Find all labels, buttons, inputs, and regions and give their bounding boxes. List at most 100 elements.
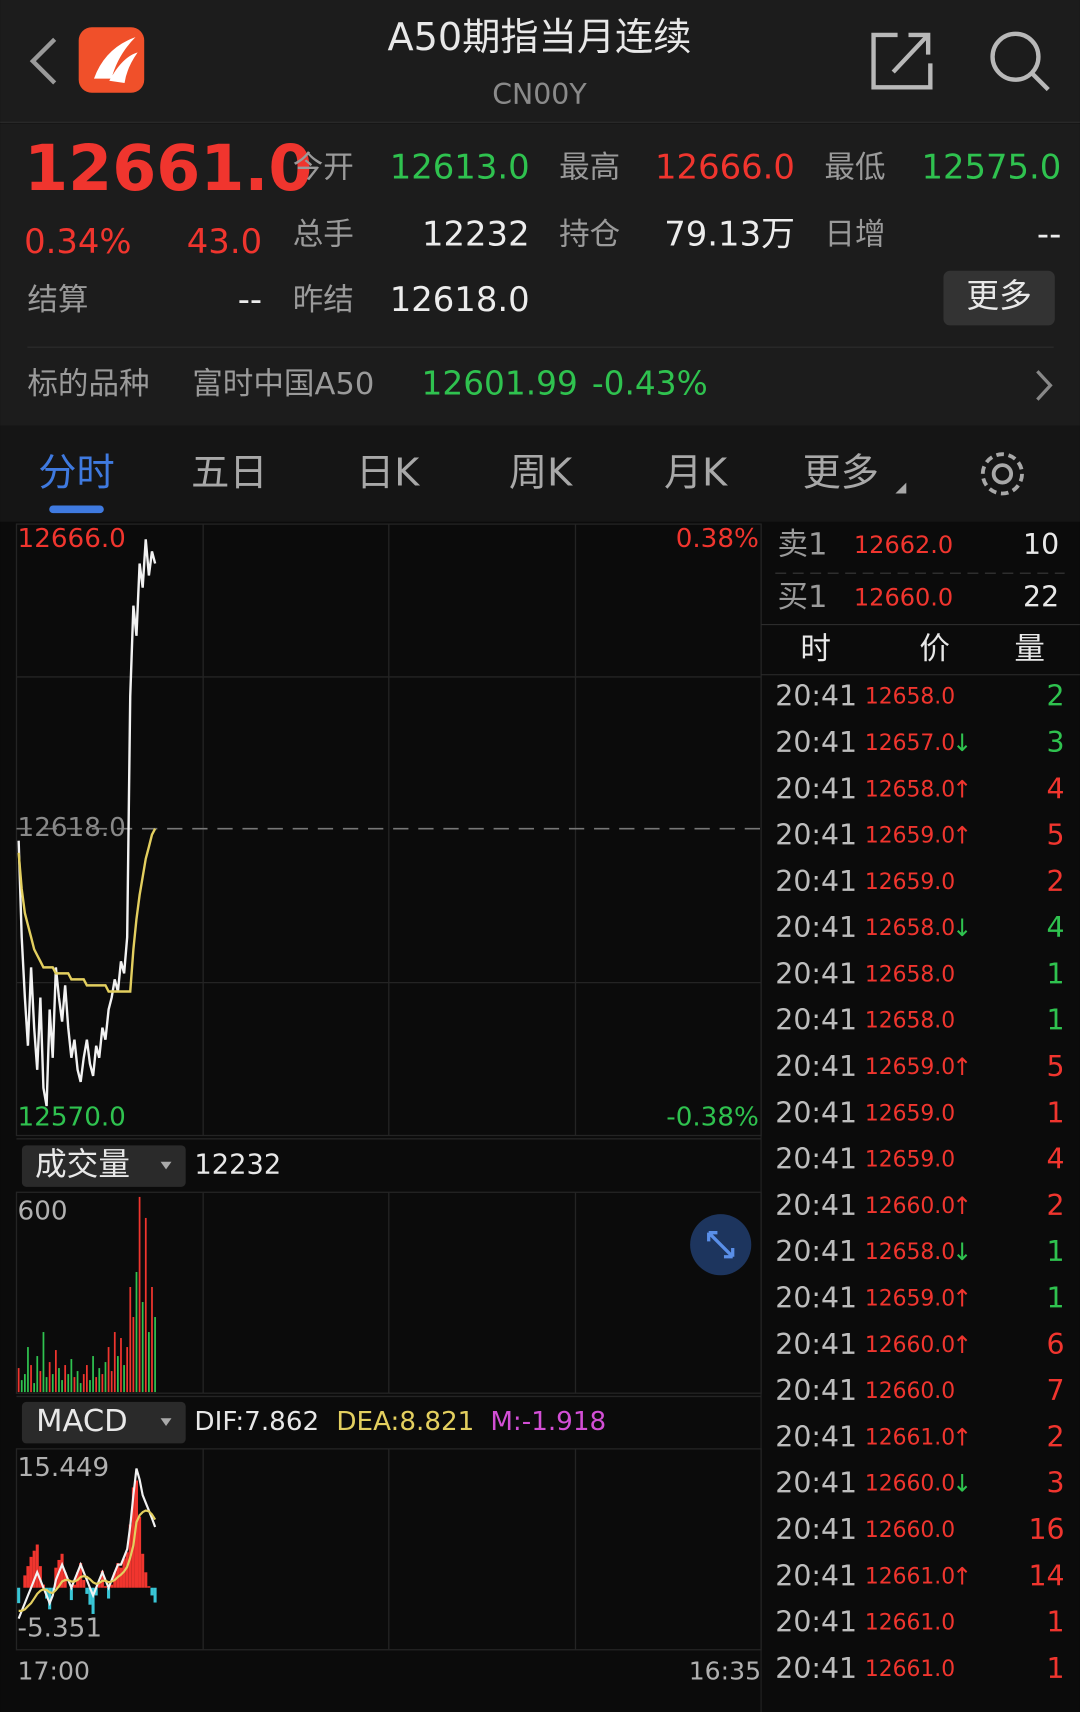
- trade-time: 20:41: [775, 1143, 857, 1176]
- trade-price: 12661.0: [865, 1425, 955, 1450]
- y-tick-label: 600: [18, 1196, 68, 1226]
- volume-label[interactable]: 成交量: [35, 1147, 130, 1183]
- trades-header: 量: [1014, 632, 1045, 667]
- volume-bar: [92, 1356, 94, 1393]
- underlying-price: 12601.99: [422, 364, 578, 402]
- trade-time: 20:41: [775, 957, 857, 990]
- volume-bar: [30, 1365, 32, 1393]
- macd-bar: [48, 1587, 52, 1610]
- more-button[interactable]: [943, 270, 1055, 326]
- trade-time: 20:41: [775, 1606, 857, 1639]
- volume-bar: [126, 1347, 129, 1393]
- tab-indicator: [49, 505, 104, 514]
- trade-price: 12659.0: [865, 1101, 955, 1126]
- macd-bar: [82, 1580, 86, 1588]
- trade-time: 20:41: [775, 1004, 857, 1037]
- trade-time: 20:41: [775, 819, 857, 852]
- tab-bg: [0, 425, 1080, 522]
- macd-bar: [110, 1584, 114, 1588]
- volume-bar: [45, 1377, 48, 1393]
- macd-bar: [150, 1587, 154, 1596]
- volume-bar: [23, 1374, 26, 1393]
- trade-time: 20:41: [775, 1652, 857, 1685]
- tab[interactable]: 周K: [509, 451, 573, 495]
- field-label: 结算: [27, 283, 88, 318]
- settings-button[interactable]: [980, 452, 1024, 496]
- trade-time: 20:41: [775, 1050, 857, 1083]
- underlying-name[interactable]: 富时中国A50: [192, 367, 374, 402]
- indicator-selector[interactable]: [21, 1401, 186, 1444]
- header-bg: [0, 0, 1080, 123]
- macd-bar: [69, 1587, 73, 1601]
- trades-header: 时: [800, 632, 831, 667]
- back-button[interactable]: [29, 37, 57, 85]
- macd-bar: [17, 1587, 21, 1604]
- trade-volume: 14: [1029, 1559, 1065, 1592]
- volume-bar: [135, 1271, 138, 1393]
- chart-frame: [15, 523, 762, 1651]
- volume-bar: [54, 1350, 57, 1393]
- volume-bar: [104, 1362, 107, 1393]
- trade-price: 12659.0: [865, 1287, 955, 1312]
- volume-bar: [129, 1287, 132, 1393]
- trade-time: 20:41: [775, 680, 857, 713]
- field-label: 昨结: [293, 283, 354, 318]
- average-line: [17, 828, 157, 993]
- macd-bar: [103, 1586, 107, 1588]
- field-value: --: [238, 280, 262, 319]
- macd-label[interactable]: MACD: [36, 1404, 128, 1439]
- macd-bar: [119, 1567, 123, 1588]
- volume-bar: [67, 1374, 70, 1393]
- trade-volume: 1: [1047, 1004, 1065, 1037]
- tab[interactable]: 更多: [803, 451, 879, 495]
- volume-bar: [144, 1217, 147, 1393]
- change: 43.0: [187, 222, 262, 261]
- field-label: 今开: [293, 151, 354, 186]
- volume-bar: [42, 1332, 45, 1393]
- trade-price: 12660.0: [865, 1379, 955, 1404]
- volume-bar: [76, 1371, 79, 1393]
- trade-time: 20:41: [775, 1513, 857, 1546]
- tab[interactable]: 五日: [191, 451, 267, 495]
- trade-arrow: ↑: [952, 1423, 972, 1451]
- tab[interactable]: 分时: [38, 451, 114, 495]
- field-value: 12232: [422, 214, 530, 253]
- field-label: 总手: [293, 217, 354, 252]
- search-button[interactable]: [990, 31, 1050, 92]
- macd-bar: [60, 1553, 64, 1588]
- share-button[interactable]: [871, 32, 933, 90]
- field-value: 79.13万: [664, 214, 795, 253]
- volume-bar: [148, 1332, 150, 1393]
- tab[interactable]: 月K: [664, 451, 728, 495]
- volume-selector[interactable]: [21, 1145, 186, 1187]
- macd-bar: [35, 1544, 39, 1588]
- trade-volume: 2: [1047, 1420, 1065, 1453]
- volume-bar: [85, 1365, 88, 1393]
- field-value: --: [1037, 214, 1061, 253]
- trade-volume: 4: [1047, 1143, 1065, 1176]
- trade-price: 12660.0: [865, 1194, 955, 1219]
- trade-volume: 4: [1047, 772, 1065, 805]
- chevron[interactable]: [1036, 370, 1053, 401]
- tab[interactable]: 日K: [356, 451, 420, 495]
- trade-time: 20:41: [775, 1467, 857, 1500]
- chart-bg: [0, 521, 1080, 1712]
- macd-bar: [94, 1587, 98, 1596]
- volume-total: 12232: [194, 1150, 281, 1181]
- volume-bar: [70, 1359, 73, 1393]
- trade-volume: 1: [1047, 1652, 1065, 1685]
- macd-bar: [107, 1587, 111, 1599]
- trade-arrow: ↑: [952, 1192, 972, 1220]
- ask-label: 卖1: [777, 527, 827, 562]
- macd-bar: [32, 1550, 36, 1588]
- volume-bar: [120, 1338, 122, 1393]
- price-line: [17, 539, 157, 1107]
- y-tick-label: 12570.0: [18, 1103, 126, 1133]
- trade-time: 20:41: [775, 1282, 857, 1315]
- trade-price: 12658.0: [865, 1009, 955, 1034]
- trade-time: 20:41: [775, 865, 857, 898]
- trade-volume: 1: [1047, 1235, 1065, 1268]
- bid-label: 买1: [777, 580, 827, 615]
- volume-bar: [39, 1371, 42, 1393]
- more-label[interactable]: 更多: [966, 277, 1032, 315]
